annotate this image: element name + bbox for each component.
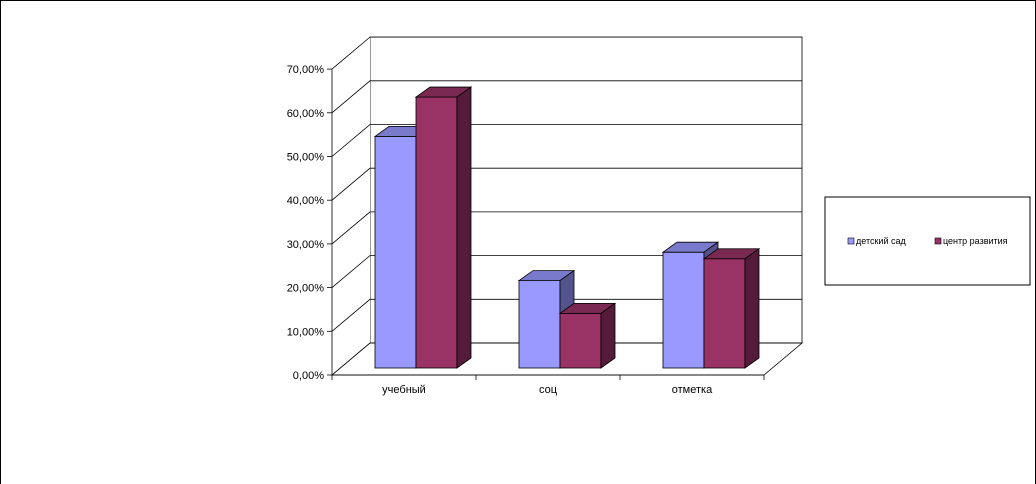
category-labels: учебный соц отметка: [382, 384, 713, 396]
legend-box: [824, 196, 1031, 286]
legend-label: детский сад: [856, 236, 906, 246]
gridline: [331, 167, 802, 201]
gridlines: [331, 36, 802, 376]
bars: [373, 86, 761, 369]
gridline: [331, 80, 802, 114]
y-tick-labels: 0,00% 10,00% 20,00% 30,00% 40,00% 50,00% 60,00…: [287, 64, 325, 382]
legend: детский сад центр развития: [824, 196, 1031, 286]
y-tick-label: 0,00%: [293, 370, 324, 382]
gridline: [331, 124, 802, 157]
category-label: учебный: [382, 384, 426, 396]
legend-swatch: [847, 237, 855, 245]
gridline: [331, 342, 802, 376]
y-tick-label: 70,00%: [287, 64, 325, 76]
y-tick-label: 10,00%: [287, 326, 325, 338]
category-label: соц: [539, 384, 558, 396]
bar-front: [374, 135, 417, 369]
legend-swatch: [934, 237, 942, 245]
axes: [327, 68, 765, 380]
y-tick-label: 40,00%: [287, 195, 325, 207]
legend-label: центр развития: [943, 236, 1008, 246]
bar-side: [744, 247, 760, 369]
gridline: [331, 211, 802, 245]
side-wall: [332, 37, 370, 375]
category-label: отметка: [672, 384, 713, 396]
y-tick-label: 50,00%: [287, 152, 325, 164]
bar-front: [662, 251, 705, 369]
y-tick-label: 30,00%: [287, 239, 325, 251]
bar-front: [518, 280, 561, 369]
y-tick-label: 20,00%: [287, 283, 325, 295]
gridline: [331, 36, 802, 70]
bar-side: [600, 302, 616, 369]
bar-front: [703, 258, 746, 369]
bar-front: [415, 96, 458, 369]
gridline: [331, 255, 802, 288]
bar-side: [456, 86, 472, 369]
y-tick-label: 60,00%: [287, 108, 325, 120]
gridline: [331, 298, 802, 332]
bar-front: [559, 312, 602, 369]
